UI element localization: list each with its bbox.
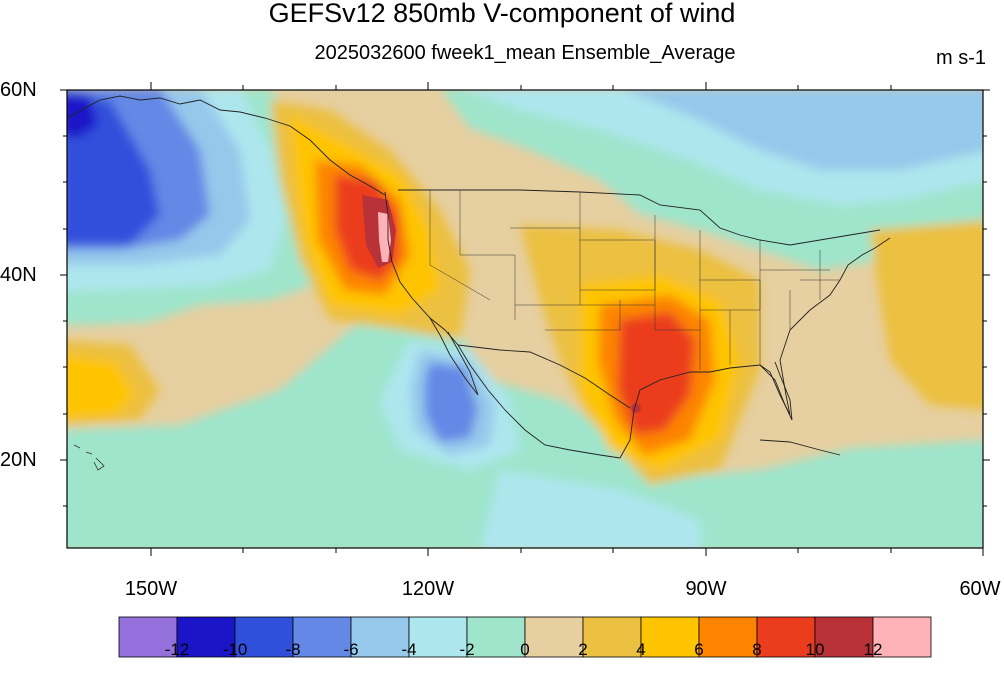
colorbar-label-1: -10 bbox=[222, 640, 248, 659]
chart-title: GEFSv12 850mb V-component of wind bbox=[268, 0, 736, 28]
colorbar-label-4: -4 bbox=[401, 640, 417, 659]
colorbar-label-10: 8 bbox=[752, 640, 762, 659]
colorbar-swatch-12 bbox=[814, 616, 874, 658]
state-boundaries bbox=[429, 190, 840, 370]
colorbar-swatch-7 bbox=[524, 616, 584, 658]
lon-label-120w: 120W bbox=[401, 578, 455, 600]
colorbar-label-7: 2 bbox=[578, 640, 588, 659]
colorbar-swatch-3 bbox=[292, 616, 352, 658]
colorbar-swatch-6 bbox=[466, 616, 526, 658]
florida bbox=[759, 361, 793, 421]
colorbar-label-8: 4 bbox=[636, 640, 646, 659]
colorbar-swatch-2 bbox=[234, 616, 294, 658]
colorbar-swatch-0 bbox=[118, 616, 178, 658]
cuba bbox=[759, 439, 841, 456]
colorbar-swatch-9 bbox=[640, 616, 700, 658]
colorbar-label-9: 6 bbox=[694, 640, 704, 659]
map-frame bbox=[66, 89, 984, 549]
colorbar-swatch-8 bbox=[582, 616, 642, 658]
alaska-coast bbox=[67, 95, 386, 196]
colorbar-label-0: -12 bbox=[164, 640, 190, 659]
field-neg-navy-west bbox=[67, 92, 98, 138]
field-neg-cyan-sw bbox=[480, 470, 700, 548]
lat-label-20n: 20N bbox=[0, 449, 37, 471]
lat-label-40n: 40N bbox=[0, 264, 37, 286]
colorbar-swatch-10 bbox=[698, 616, 758, 658]
colorbar-label-3: -6 bbox=[343, 640, 359, 659]
wind-field bbox=[67, 90, 983, 548]
colorbar-label-6: 0 bbox=[520, 640, 530, 659]
hawaii-islands bbox=[73, 444, 105, 471]
lon-label-150w: 150W bbox=[124, 578, 178, 600]
colorbar-label-11: 10 bbox=[805, 640, 825, 659]
colorbar-swatch-11 bbox=[756, 616, 816, 658]
lat-label-60n: 60N bbox=[0, 79, 37, 101]
field-neg-darkblue-west bbox=[67, 95, 160, 245]
lon-label-90w: 90W bbox=[685, 578, 727, 600]
chart-subtitle: 2025032600 fweek1_mean Ensemble_Average bbox=[314, 42, 736, 64]
axis-ticks bbox=[60, 82, 990, 556]
units-label: m s-1 bbox=[936, 47, 986, 69]
colorbar-swatch-5 bbox=[408, 616, 468, 658]
field-neg-lightblue-north bbox=[625, 90, 983, 170]
colorbar bbox=[118, 616, 932, 658]
field-neg-teal-south bbox=[67, 305, 983, 548]
baja-peninsula bbox=[429, 317, 479, 396]
colorbar-swatch-13 bbox=[872, 616, 932, 658]
colorbar-swatch-1 bbox=[176, 616, 236, 658]
field-neg-blue-baja bbox=[425, 362, 478, 442]
colorbar-swatch-4 bbox=[350, 616, 410, 658]
colorbar-label-5: -2 bbox=[459, 640, 475, 659]
colorbar-label-12: 12 bbox=[863, 640, 883, 659]
mexico-border bbox=[457, 344, 631, 409]
field-pos-yellow-hawaii bbox=[67, 355, 135, 418]
lon-label-60w: 60W bbox=[959, 578, 1001, 600]
field-pos-tan-atlantic bbox=[870, 220, 983, 410]
colorbar-label-2: -8 bbox=[285, 640, 301, 659]
